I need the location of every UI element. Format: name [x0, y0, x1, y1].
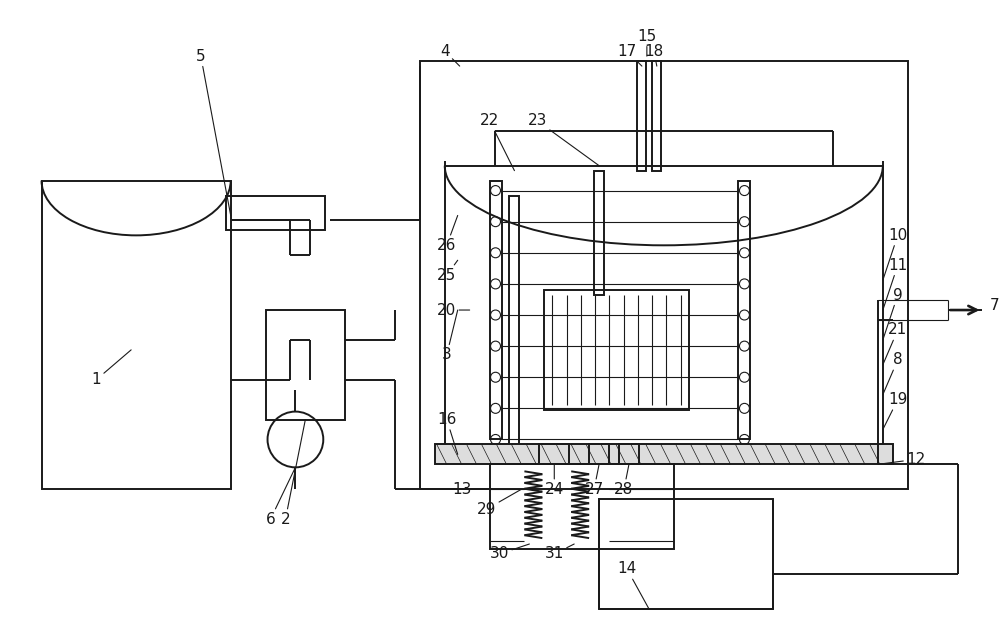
Bar — [637, 61, 646, 171]
Text: 10: 10 — [883, 228, 907, 280]
Text: 26: 26 — [437, 215, 458, 253]
Bar — [599, 499, 773, 609]
Bar — [589, 444, 609, 464]
Text: 23: 23 — [528, 114, 599, 166]
Text: 28: 28 — [614, 464, 634, 497]
Bar — [738, 180, 750, 439]
Bar — [509, 196, 519, 450]
Text: 20: 20 — [437, 302, 470, 318]
Bar — [490, 464, 674, 549]
Text: 6: 6 — [266, 467, 295, 526]
Text: 14: 14 — [617, 561, 649, 609]
Bar — [539, 444, 569, 464]
Text: 9: 9 — [883, 288, 903, 340]
Text: 1: 1 — [91, 350, 131, 387]
Text: 15: 15 — [637, 29, 656, 56]
Bar — [619, 444, 639, 464]
Text: 8: 8 — [883, 352, 903, 395]
Bar — [594, 171, 604, 295]
Text: 27: 27 — [584, 464, 604, 497]
Text: 25: 25 — [437, 260, 458, 283]
Bar — [42, 180, 231, 489]
Bar — [226, 196, 325, 231]
Text: 29: 29 — [477, 489, 521, 517]
Text: 31: 31 — [545, 544, 574, 561]
Text: 11: 11 — [883, 258, 907, 310]
Text: 7: 7 — [989, 298, 999, 312]
Bar — [490, 180, 502, 439]
Text: 2: 2 — [281, 420, 305, 526]
Bar — [652, 61, 661, 171]
Text: 19: 19 — [883, 392, 907, 429]
Text: 24: 24 — [545, 464, 564, 497]
Text: 18: 18 — [644, 44, 663, 66]
Bar — [445, 166, 883, 455]
Text: 3: 3 — [442, 310, 458, 363]
Text: 21: 21 — [883, 323, 907, 364]
Text: 30: 30 — [490, 544, 529, 561]
Bar — [544, 290, 689, 410]
Text: 16: 16 — [437, 412, 458, 455]
Text: 17: 17 — [617, 44, 642, 66]
Bar — [420, 61, 908, 489]
Text: 13: 13 — [452, 482, 492, 497]
Bar — [435, 444, 893, 464]
Text: 12: 12 — [878, 452, 925, 467]
Bar — [266, 310, 345, 420]
Text: 4: 4 — [440, 44, 460, 66]
Text: 22: 22 — [480, 114, 514, 171]
Text: 5: 5 — [196, 49, 231, 215]
